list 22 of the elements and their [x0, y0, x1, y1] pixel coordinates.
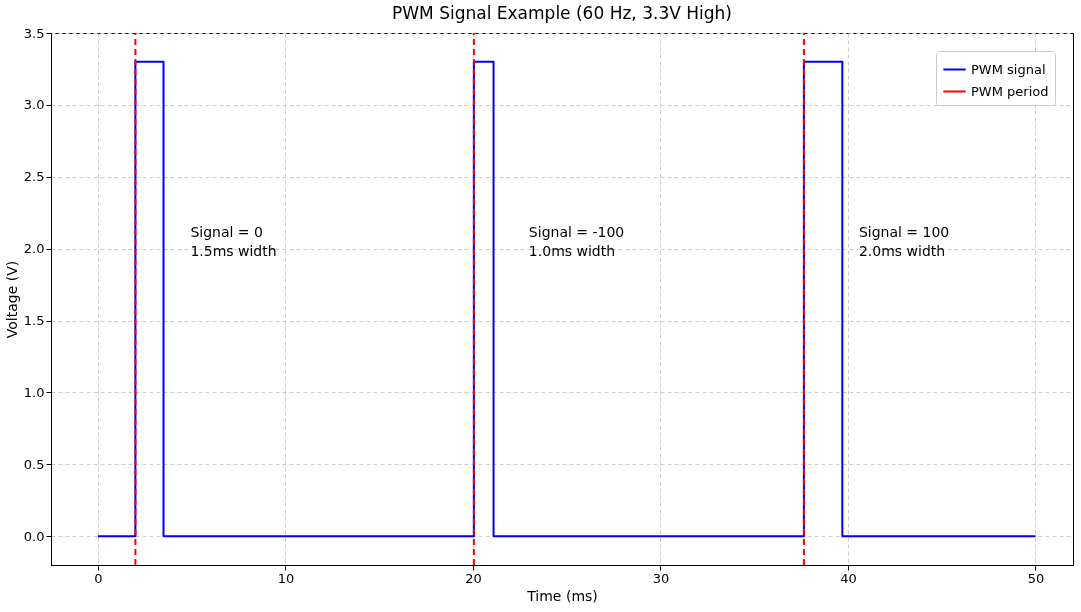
y-tick-label: 0.5 [23, 456, 45, 472]
x-tick-label: 0 [94, 570, 103, 586]
x-tick-label: 40 [840, 570, 857, 586]
y-tick-label: 2.5 [23, 169, 45, 185]
legend-label: PWM period [971, 83, 1049, 99]
x-tick-label: 30 [652, 570, 670, 586]
y-tick-label: 1.5 [23, 313, 45, 329]
y-axis-title: Voltage (V) [3, 260, 20, 339]
x-axis-title: Time (ms) [526, 587, 598, 604]
annotation: Signal = -100 1.0ms width [528, 224, 625, 259]
x-tick-label: 10 [277, 570, 295, 586]
y-tick-label: 2.0 [23, 241, 45, 257]
y-tick-label: 3.5 [23, 25, 45, 41]
x-tick-label: 50 [1027, 570, 1045, 586]
x-tick-label: 20 [465, 570, 482, 586]
annotation: Signal = 100 2.0ms width [858, 224, 950, 259]
y-tick-label: 1.0 [23, 384, 45, 400]
y-tick-label: 3.0 [23, 97, 45, 113]
y-tick-label: 0.0 [23, 528, 45, 544]
chart-title: PWM Signal Example (60 Hz, 3.3V High) [392, 3, 732, 23]
legend-label: PWM signal [971, 61, 1046, 77]
annotation: Signal = 0 1.5ms width [190, 224, 277, 259]
